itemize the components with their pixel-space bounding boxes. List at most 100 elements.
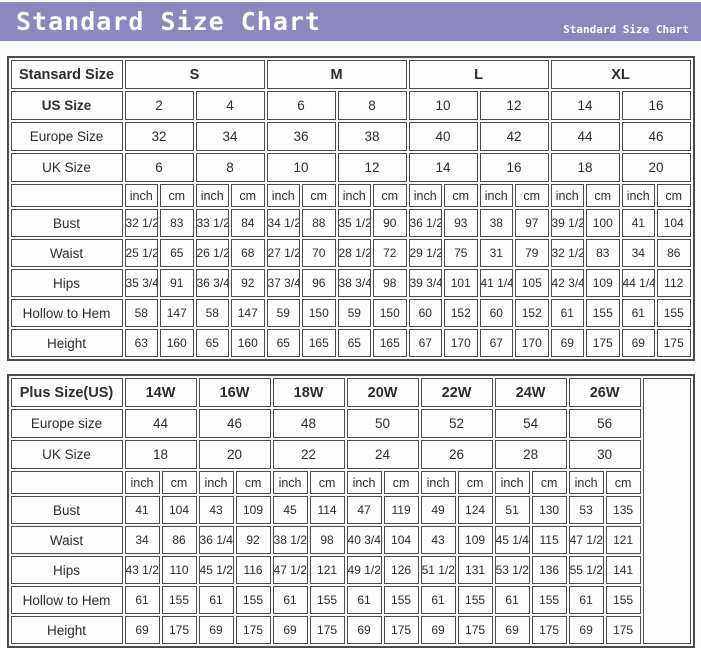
measure-cell: 47 1/2 — [568, 526, 604, 554]
row-label: UK Size — [10, 440, 123, 469]
unit-cell: inch — [479, 184, 513, 207]
size-cell: 56 — [568, 409, 641, 438]
size-cell: 16 — [479, 153, 549, 182]
size-group-header: 18W — [272, 378, 345, 407]
measure-cell: 104 — [383, 526, 419, 554]
measure-cell: 83 — [160, 209, 194, 237]
measure-cell: 175 — [586, 329, 620, 357]
unit-cell: inch — [337, 184, 371, 207]
measure-cell: 91 — [160, 269, 194, 297]
table-row: inch cm inch cm inch cm inch cm inch cm inch cm inch… — [10, 471, 691, 494]
size-cell: 14 — [408, 153, 478, 182]
measure-cell: 40 3/4 — [346, 526, 382, 554]
measure-label: Height — [10, 329, 123, 357]
measure-cell: 58 — [124, 299, 158, 327]
size-group-header: 26W — [568, 378, 641, 407]
measure-cell: 35 1/2 — [337, 209, 371, 237]
measure-cell: 49 1/2 — [346, 556, 382, 584]
measure-cell: 135 — [605, 496, 641, 524]
measure-cell: 53 — [568, 496, 604, 524]
table-row: inch cm inch cm inch cm inch cm inch cm inch cm inch… — [10, 184, 691, 207]
measure-cell: 84 — [231, 209, 265, 237]
row-label: Europe Size — [10, 122, 123, 151]
measure-cell: 147 — [160, 299, 194, 327]
size-cell: 10 — [266, 153, 336, 182]
measure-cell: 61 — [272, 586, 308, 614]
measure-cell: 44 1/4 — [621, 269, 655, 297]
unit-cell: cm — [586, 184, 620, 207]
measure-cell: 69 — [568, 616, 604, 644]
table-row: Hips 43 1/2 110 45 1/2 116 47 1/2 121 49 1/2 126… — [10, 556, 691, 584]
empty-trailing-cell — [642, 378, 691, 644]
size-cell: 48 — [272, 409, 345, 438]
measure-cell: 136 — [531, 556, 567, 584]
size-group-header: 22W — [420, 378, 493, 407]
title-banner: Standard Size Chart Standard Size Chart — [0, 2, 701, 41]
measure-cell: 34 — [621, 239, 655, 267]
measure-cell: 175 — [657, 329, 691, 357]
size-cell: 12 — [479, 91, 549, 120]
measure-cell: 35 3/4 — [124, 269, 158, 297]
measure-cell: 96 — [302, 269, 336, 297]
unit-cell: cm — [235, 471, 271, 494]
size-cell: 40 — [408, 122, 478, 151]
size-cell: 32 — [124, 122, 194, 151]
unit-cell: cm — [160, 184, 194, 207]
measure-cell: 170 — [515, 329, 549, 357]
measure-cell: 61 — [550, 299, 584, 327]
measure-cell: 61 — [346, 586, 382, 614]
measure-cell: 39 3/4 — [408, 269, 442, 297]
size-cell: 22 — [272, 440, 345, 469]
measure-cell: 33 1/2 — [195, 209, 229, 237]
measure-cell: 61 — [124, 586, 160, 614]
size-cell: 36 — [266, 122, 336, 151]
size-cell: 20 — [198, 440, 271, 469]
unit-row-spacer — [10, 184, 123, 207]
measure-cell: 31 — [479, 239, 513, 267]
measure-label: Height — [10, 616, 123, 644]
unit-cell: inch — [621, 184, 655, 207]
size-cell: 42 — [479, 122, 549, 151]
measure-cell: 160 — [160, 329, 194, 357]
unit-cell: cm — [161, 471, 197, 494]
measure-cell: 101 — [444, 269, 478, 297]
size-cell: 34 — [195, 122, 265, 151]
size-group-header: 20W — [346, 378, 419, 407]
measure-cell: 155 — [161, 586, 197, 614]
table-row: Plus Size(US) 14W 16W 18W 20W 22W 24W 26W — [10, 378, 691, 644]
measure-cell: 155 — [309, 586, 345, 614]
size-cell: 30 — [568, 440, 641, 469]
measure-cell: 109 — [235, 496, 271, 524]
banner-subtitle: Standard Size Chart — [563, 23, 689, 36]
measure-cell: 150 — [302, 299, 336, 327]
measure-cell: 130 — [531, 496, 567, 524]
plus-size-table: Plus Size(US) 14W 16W 18W 20W 22W 24W 26W Europe… — [6, 374, 695, 648]
table-row: UK Size 18 20 22 24 26 28 30 — [10, 440, 691, 469]
measure-cell: 98 — [309, 526, 345, 554]
measure-cell: 100 — [586, 209, 620, 237]
measure-cell: 110 — [161, 556, 197, 584]
size-group-header: 24W — [494, 378, 567, 407]
measure-cell: 165 — [373, 329, 407, 357]
size-cell: 44 — [124, 409, 197, 438]
measure-cell: 69 — [494, 616, 530, 644]
measure-cell: 83 — [586, 239, 620, 267]
table-row: UK Size 6 8 10 12 14 16 18 20 — [10, 153, 691, 182]
corner-label: Stansard Size — [10, 60, 123, 89]
measure-cell: 38 3/4 — [337, 269, 371, 297]
measure-cell: 97 — [515, 209, 549, 237]
size-group-header: 16W — [198, 378, 271, 407]
table-row: Height 69 175 69 175 69 175 69 175 69 175 69 175 69 17… — [10, 616, 691, 644]
measure-cell: 75 — [444, 239, 478, 267]
measure-cell: 43 — [198, 496, 234, 524]
table-row: Bust 41 104 43 109 45 114 47 119 49 124 51 130 53 135 — [10, 496, 691, 524]
measure-cell: 39 1/2 — [550, 209, 584, 237]
measure-cell: 47 — [346, 496, 382, 524]
size-cell: 6 — [266, 91, 336, 120]
size-cell: 18 — [550, 153, 620, 182]
measure-cell: 69 — [346, 616, 382, 644]
measure-cell: 109 — [457, 526, 493, 554]
size-cell: 26 — [420, 440, 493, 469]
measure-cell: 41 1/4 — [479, 269, 513, 297]
measure-cell: 69 — [550, 329, 584, 357]
